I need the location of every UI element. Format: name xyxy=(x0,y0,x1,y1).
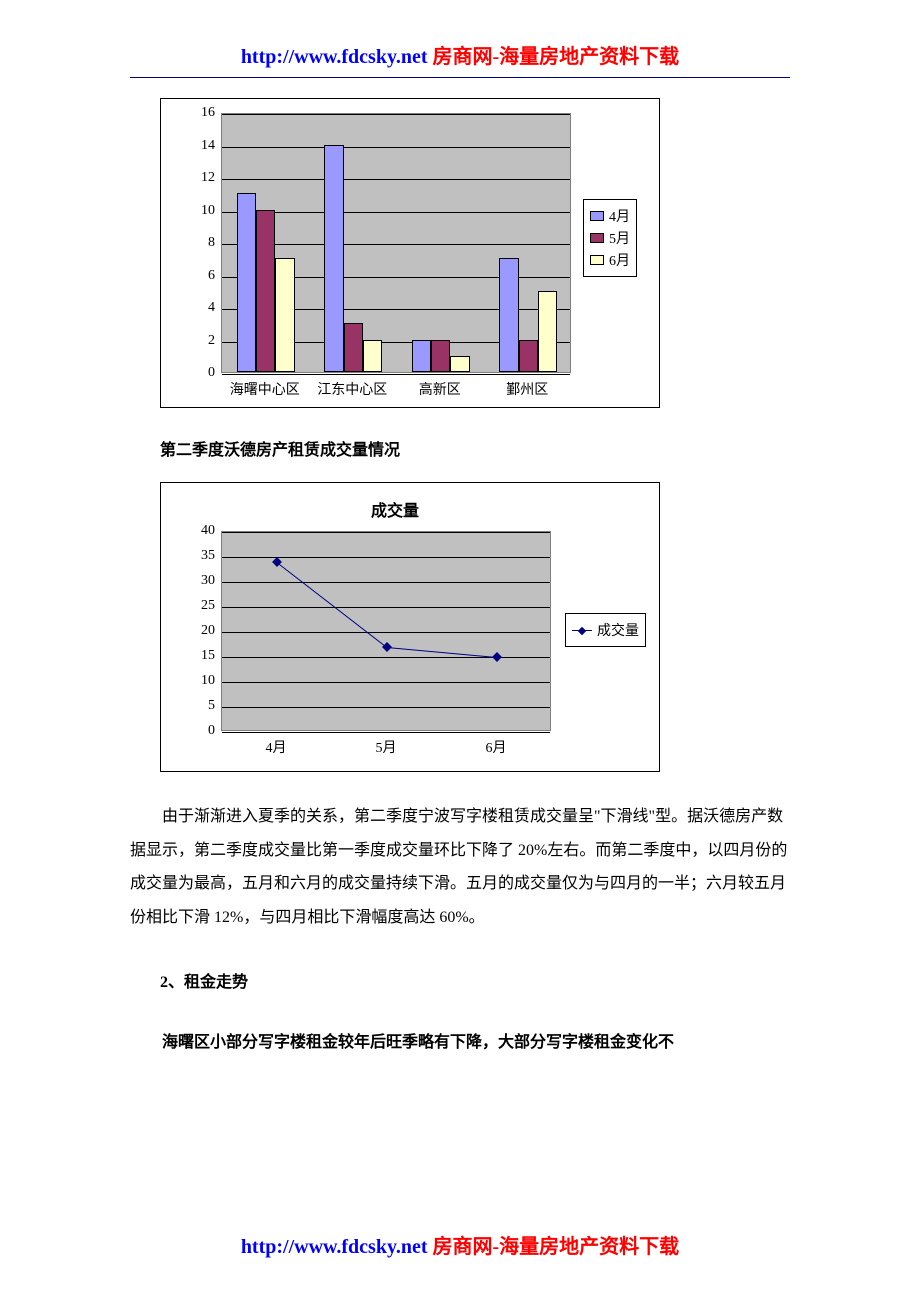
bar xyxy=(275,258,294,372)
bar-xtick: 海曙中心区 xyxy=(221,379,309,399)
bar-ytick: 0 xyxy=(191,365,215,381)
bar xyxy=(450,356,469,372)
bar xyxy=(363,340,382,373)
header-rule xyxy=(130,77,790,78)
legend-row: 6月 xyxy=(590,250,630,270)
line-gridline xyxy=(222,682,550,683)
footer-text: 房商网-海量房地产资料下载 xyxy=(428,1236,680,1258)
chart1-caption: 第二季度沃德房产租赁成交量情况 xyxy=(160,436,790,460)
bar-gridline xyxy=(222,114,570,115)
header-link: http://www.fdcsky.net 房商网-海量房地产资料下载 xyxy=(130,40,790,69)
line-ytick: 25 xyxy=(191,598,215,614)
paragraph-2: 海曙区小部分写字楼租金较年后旺季略有下降，大部分写字楼租金变化不 xyxy=(130,1026,790,1060)
legend-label: 4月 xyxy=(609,206,630,226)
line-legend: 成交量 xyxy=(565,613,646,647)
line-gridline xyxy=(222,732,550,733)
line-ytick: 10 xyxy=(191,673,215,689)
legend-line-sample xyxy=(572,630,592,631)
bar-ytick: 6 xyxy=(191,268,215,284)
bar-ytick: 16 xyxy=(191,105,215,121)
paragraph-1: 由于渐渐进入夏季的关系，第二季度宁波写字楼租赁成交量呈"下滑线"型。据沃德房产数… xyxy=(130,800,790,934)
line-ytick: 40 xyxy=(191,523,215,539)
bar-ytick: 14 xyxy=(191,138,215,154)
bar xyxy=(344,323,363,372)
legend-row: 5月 xyxy=(590,228,630,248)
bar-gridline xyxy=(222,147,570,148)
header-text: 房商网-海量房地产资料下载 xyxy=(428,46,680,68)
legend-row: 成交量 xyxy=(572,620,639,640)
bar xyxy=(431,340,450,373)
line-xtick: 5月 xyxy=(331,737,441,757)
bar-xtick: 江东中心区 xyxy=(309,379,397,399)
bar-ytick: 12 xyxy=(191,170,215,186)
footer-url: http://www.fdcsky.net xyxy=(241,1236,428,1258)
line-ytick: 5 xyxy=(191,698,215,714)
heading-2: 2、租金走势 xyxy=(160,968,790,992)
legend-swatch xyxy=(590,211,604,221)
legend-label: 6月 xyxy=(609,250,630,270)
legend-marker-sample xyxy=(578,626,586,634)
line-ytick: 35 xyxy=(191,548,215,564)
line-ytick: 15 xyxy=(191,648,215,664)
bar-gridline xyxy=(222,374,570,375)
line-ytick: 20 xyxy=(191,623,215,639)
line-chart-title: 成交量 xyxy=(371,497,419,521)
bar-legend: 4月5月6月 xyxy=(583,199,637,277)
line-marker xyxy=(382,642,392,652)
bar-plot-area xyxy=(221,113,571,373)
line-xtick: 4月 xyxy=(221,737,331,757)
legend-label: 5月 xyxy=(609,228,630,248)
footer-link: http://www.fdcsky.net 房商网-海量房地产资料下载 xyxy=(0,1230,920,1259)
bar-chart: 0 2 4 6 8 10 12 14 16 海曙中心区江东中心区高新区鄞州区 4月5月6月 xyxy=(160,98,660,408)
bar xyxy=(256,210,275,373)
line-gridline xyxy=(222,632,550,633)
bar-ytick: 2 xyxy=(191,333,215,349)
line-xtick: 6月 xyxy=(441,737,551,757)
legend-label: 成交量 xyxy=(597,620,639,640)
line-segment xyxy=(276,562,387,648)
line-ytick: 0 xyxy=(191,723,215,739)
bar-xtick: 鄞州区 xyxy=(484,379,572,399)
legend-row: 4月 xyxy=(590,206,630,226)
line-gridline xyxy=(222,607,550,608)
bar-ytick: 10 xyxy=(191,203,215,219)
bar-gridline xyxy=(222,179,570,180)
bar xyxy=(237,193,256,372)
legend-swatch xyxy=(590,255,604,265)
bar xyxy=(324,145,343,373)
line-gridline xyxy=(222,557,550,558)
bar xyxy=(538,291,557,372)
bar xyxy=(412,340,431,373)
line-ytick: 30 xyxy=(191,573,215,589)
line-gridline xyxy=(222,582,550,583)
line-chart: 成交量 0 5 10 15 20 25 30 35 40 4月5月6月 成交量 xyxy=(160,482,660,772)
legend-swatch xyxy=(590,233,604,243)
line-plot-area xyxy=(221,531,551,731)
bar-ytick: 8 xyxy=(191,235,215,251)
line-marker xyxy=(492,652,502,662)
bar xyxy=(519,340,538,373)
bar-ytick: 4 xyxy=(191,300,215,316)
header-url: http://www.fdcsky.net xyxy=(241,46,428,68)
line-gridline xyxy=(222,707,550,708)
bar xyxy=(499,258,518,372)
bar-xtick: 高新区 xyxy=(396,379,484,399)
line-gridline xyxy=(222,532,550,533)
